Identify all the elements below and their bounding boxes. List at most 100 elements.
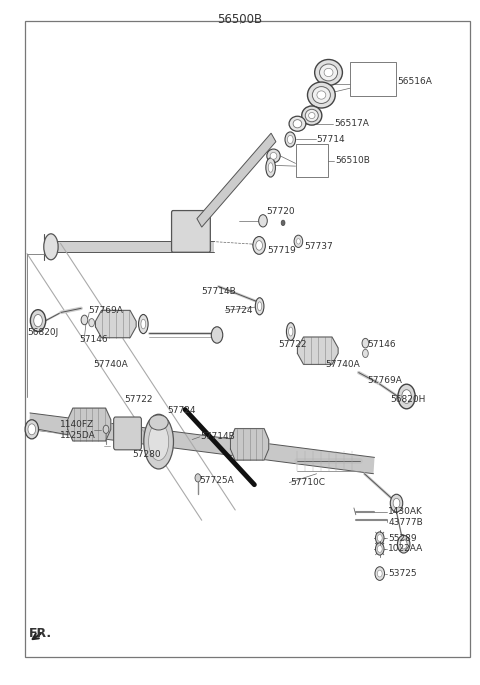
Text: 56517A: 56517A	[335, 119, 370, 128]
Circle shape	[195, 474, 201, 482]
Text: 53725: 53725	[388, 569, 417, 578]
Ellipse shape	[255, 298, 264, 315]
Circle shape	[377, 534, 382, 541]
Circle shape	[375, 532, 384, 544]
Bar	[350, 62, 396, 97]
Ellipse shape	[289, 116, 306, 132]
Text: 56820J: 56820J	[27, 328, 58, 338]
Text: 55289: 55289	[388, 534, 417, 543]
Circle shape	[362, 338, 369, 348]
Ellipse shape	[317, 91, 326, 99]
Circle shape	[393, 499, 400, 508]
Text: 57714B: 57714B	[202, 287, 237, 296]
Ellipse shape	[144, 414, 173, 469]
Text: 1140FZ: 1140FZ	[60, 420, 94, 429]
Text: 57724: 57724	[225, 306, 253, 315]
Text: 1125DA: 1125DA	[60, 431, 96, 440]
Circle shape	[397, 535, 410, 553]
Circle shape	[256, 240, 263, 250]
Text: 57737: 57737	[305, 242, 334, 251]
Circle shape	[25, 420, 38, 439]
Ellipse shape	[320, 64, 337, 81]
Ellipse shape	[44, 234, 58, 260]
Text: 1022AA: 1022AA	[388, 545, 424, 553]
Ellipse shape	[305, 110, 318, 122]
Text: 56820H: 56820H	[391, 395, 426, 404]
Ellipse shape	[309, 112, 315, 119]
Circle shape	[398, 384, 415, 409]
Ellipse shape	[287, 323, 295, 340]
Polygon shape	[298, 337, 338, 364]
Ellipse shape	[267, 149, 280, 163]
FancyBboxPatch shape	[171, 210, 210, 252]
Ellipse shape	[270, 153, 277, 160]
Bar	[296, 145, 328, 177]
Text: 57280: 57280	[132, 450, 161, 459]
Ellipse shape	[139, 314, 148, 334]
Text: 43777B: 43777B	[388, 518, 423, 527]
Ellipse shape	[315, 60, 342, 86]
Text: 57714: 57714	[317, 135, 345, 144]
Text: 57146: 57146	[80, 334, 108, 344]
Polygon shape	[29, 413, 374, 474]
Text: 57722: 57722	[278, 340, 307, 349]
Text: 57720: 57720	[266, 208, 295, 216]
Ellipse shape	[312, 86, 330, 103]
Circle shape	[375, 566, 384, 580]
Ellipse shape	[293, 120, 302, 128]
Ellipse shape	[149, 415, 168, 430]
Text: 57769A: 57769A	[367, 375, 402, 384]
Circle shape	[81, 315, 88, 325]
Text: 56500B: 56500B	[217, 13, 263, 26]
Circle shape	[377, 545, 382, 552]
Ellipse shape	[257, 302, 262, 311]
Text: 57740A: 57740A	[93, 360, 128, 369]
Circle shape	[362, 349, 368, 358]
Ellipse shape	[268, 163, 273, 173]
Circle shape	[259, 214, 267, 227]
Circle shape	[390, 495, 403, 512]
Circle shape	[34, 314, 42, 327]
FancyBboxPatch shape	[114, 417, 142, 450]
Circle shape	[377, 570, 382, 577]
Text: 57725A: 57725A	[199, 476, 234, 485]
Ellipse shape	[324, 68, 333, 77]
Circle shape	[103, 425, 109, 434]
Circle shape	[253, 236, 265, 254]
Polygon shape	[230, 429, 269, 460]
Circle shape	[30, 310, 46, 332]
Text: 57722: 57722	[124, 395, 153, 404]
Circle shape	[375, 543, 384, 555]
Text: 57710C: 57710C	[290, 478, 325, 487]
Ellipse shape	[308, 82, 335, 108]
Ellipse shape	[288, 327, 293, 336]
Circle shape	[281, 220, 285, 225]
Bar	[46, 241, 214, 252]
Polygon shape	[197, 133, 276, 227]
Circle shape	[297, 238, 300, 244]
Circle shape	[28, 424, 36, 435]
Circle shape	[211, 327, 223, 343]
Ellipse shape	[266, 158, 276, 177]
Polygon shape	[68, 408, 111, 441]
Text: 57146: 57146	[367, 340, 396, 349]
Ellipse shape	[141, 319, 146, 329]
Ellipse shape	[149, 423, 168, 460]
Text: 57719: 57719	[268, 246, 297, 255]
Text: 1430AK: 1430AK	[388, 507, 423, 516]
Text: FR.: FR.	[28, 627, 51, 640]
Text: 57769A: 57769A	[88, 306, 123, 315]
Circle shape	[288, 136, 293, 144]
Circle shape	[294, 235, 303, 247]
Circle shape	[400, 539, 407, 549]
Text: 57740A: 57740A	[325, 360, 360, 369]
Ellipse shape	[302, 106, 322, 125]
Text: 57724: 57724	[167, 406, 196, 415]
Text: 56516A: 56516A	[397, 77, 432, 86]
Text: 57714B: 57714B	[201, 432, 236, 441]
Text: 56510B: 56510B	[336, 156, 371, 165]
Circle shape	[402, 390, 411, 403]
Circle shape	[89, 319, 95, 327]
Polygon shape	[96, 310, 136, 338]
Circle shape	[285, 132, 296, 147]
